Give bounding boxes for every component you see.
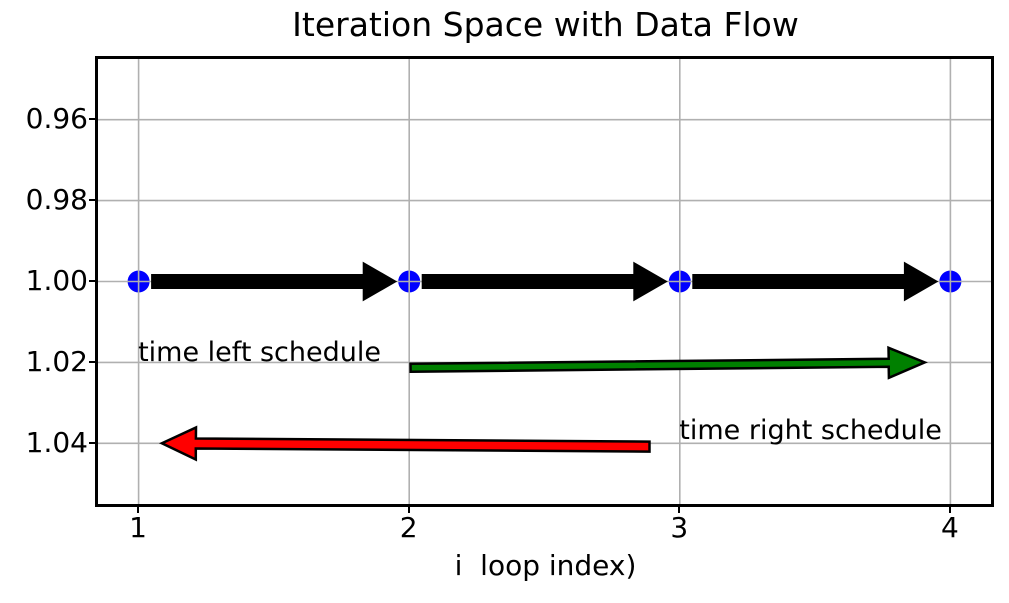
y-tick-label: 1.02 [25,344,88,378]
plot-canvas [97,58,991,504]
annotation-time-left-schedule: time left schedule [138,336,381,368]
y-tick-mark [88,441,95,444]
x-tick-mark [407,506,410,513]
plot-area [94,55,994,507]
y-tick-label: 0.96 [25,102,88,136]
dataflow-arrow-1-2 [150,261,397,301]
dataflow-arrow-2-3 [421,261,668,301]
y-tick-label: 0.98 [25,183,88,217]
y-tick-mark [88,360,95,363]
y-tick-mark [88,280,95,282]
x-tick-label: 4 [940,510,959,544]
flow-arrows [150,261,938,461]
annotation-time-right-schedule: time right schedule [679,415,942,446]
x-tick-mark [678,506,681,513]
y-tick-label: 1.04 [25,425,88,459]
x-tick-label: 3 [670,510,689,544]
y-tick-label: 1.00 [25,264,88,297]
y-tick-mark [88,118,95,121]
y-tick-mark [88,199,95,202]
x-tick-label: 1 [129,510,147,544]
x-tick-label: 2 [399,510,418,544]
chart-title: Iteration Space with Data Flow [292,5,799,44]
x-tick-mark [948,506,951,513]
dataflow-arrow-3-4 [691,261,938,301]
schedule-arrow-green [408,345,928,380]
x-axis-label: i loop index) [454,549,637,582]
x-tick-mark [137,506,140,513]
schedule-arrow-red [158,425,651,461]
